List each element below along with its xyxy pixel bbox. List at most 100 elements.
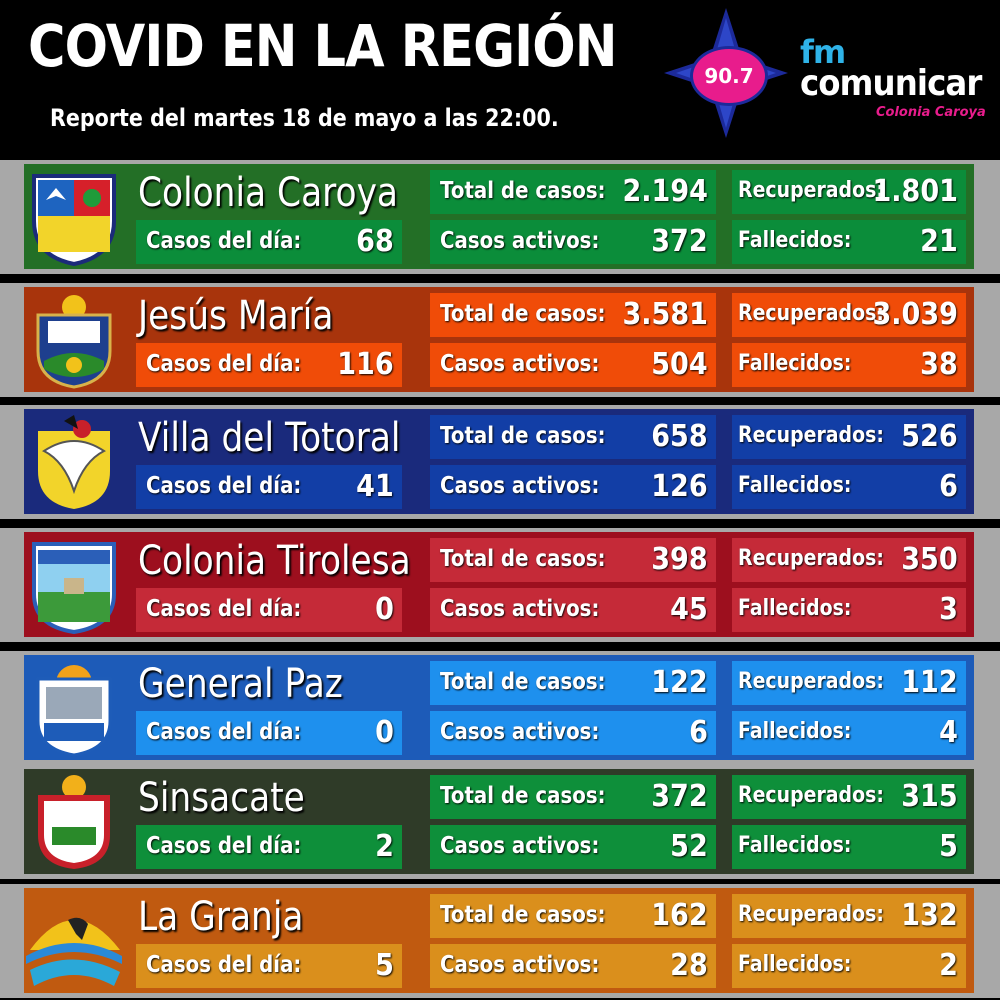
recovered-value: 315 (901, 779, 958, 814)
active-cases-value: 28 (670, 948, 708, 983)
total-cases-label: Total de casos: (440, 423, 606, 449)
daily-cases-label: Casos del día: (146, 596, 302, 622)
active-cases-box: Casos activos: 45 (430, 588, 716, 632)
deaths-label: Fallecidos: (738, 833, 852, 858)
deaths-value: 2 (939, 948, 958, 983)
municipal-crest-icon (38, 775, 110, 869)
region-row: Sinsacate Total de casos: 372 Recuperado… (0, 765, 1000, 879)
recovered-box: Recuperados: 3.039 (732, 293, 966, 337)
total-cases-box: Total de casos: 398 (430, 538, 716, 582)
recovered-value: 3.039 (872, 297, 958, 332)
recovered-label: Recuperados: (738, 669, 884, 694)
region-name: Colonia Caroya (138, 170, 399, 216)
active-cases-box: Casos activos: 28 (430, 944, 716, 988)
deaths-value: 5 (939, 829, 958, 864)
region-row: Colonia Tirolesa Total de casos: 398 Rec… (0, 528, 1000, 642)
daily-cases-value: 41 (356, 469, 394, 504)
total-cases-value: 398 (651, 542, 708, 577)
total-cases-label: Total de casos: (440, 301, 606, 327)
recovered-box: Recuperados: 350 (732, 538, 966, 582)
daily-cases-label: Casos del día: (146, 833, 302, 859)
daily-cases-value: 2 (375, 829, 394, 864)
report-subtitle: Reporte del martes 18 de mayo a las 22:0… (50, 104, 559, 132)
deaths-box: Fallecidos: 2 (732, 944, 966, 988)
daily-cases-value: 0 (375, 592, 394, 627)
total-cases-label: Total de casos: (440, 669, 606, 695)
deaths-box: Fallecidos: 38 (732, 343, 966, 387)
recovered-value: 132 (901, 898, 958, 933)
recovered-label: Recuperados: (738, 301, 884, 326)
total-cases-value: 658 (651, 419, 708, 454)
deaths-label: Fallecidos: (738, 596, 852, 621)
recovered-box: Recuperados: 526 (732, 415, 966, 459)
page-title: COVID EN LA REGIÓN (28, 12, 617, 80)
recovered-label: Recuperados: (738, 546, 884, 571)
total-cases-value: 162 (651, 898, 708, 933)
total-cases-value: 372 (651, 779, 708, 814)
recovered-label: Recuperados: (738, 423, 884, 448)
region-row: La Granja Total de casos: 162 Recuperado… (0, 884, 1000, 998)
region-band: Jesús María Total de casos: 3.581 Recupe… (24, 287, 974, 392)
active-cases-box: Casos activos: 6 (430, 711, 716, 755)
deaths-value: 3 (939, 592, 958, 627)
municipal-crest-icon (26, 917, 122, 986)
region-row: General Paz Total de casos: 122 Recupera… (0, 651, 1000, 765)
municipal-crest-icon (32, 542, 116, 634)
deaths-value: 38 (920, 347, 958, 382)
active-cases-box: Casos activos: 372 (430, 220, 716, 264)
active-cases-label: Casos activos: (440, 833, 600, 859)
municipal-crest-icon (32, 174, 116, 266)
daily-cases-box: Casos del día: 0 (136, 711, 402, 755)
active-cases-label: Casos activos: (440, 228, 600, 254)
daily-cases-box: Casos del día: 0 (136, 588, 402, 632)
recovered-label: Recuperados: (738, 783, 884, 808)
daily-cases-box: Casos del día: 116 (136, 343, 402, 387)
active-cases-label: Casos activos: (440, 952, 600, 978)
daily-cases-value: 0 (375, 715, 394, 750)
radio-frequency-badge: 90.7 (690, 46, 768, 106)
deaths-value: 21 (920, 224, 958, 259)
deaths-label: Fallecidos: (738, 952, 852, 977)
deaths-label: Fallecidos: (738, 473, 852, 498)
region-band: La Granja Total de casos: 162 Recuperado… (24, 888, 974, 993)
deaths-box: Fallecidos: 3 (732, 588, 966, 632)
municipal-crest-icon (38, 415, 110, 509)
daily-cases-label: Casos del día: (146, 952, 302, 978)
deaths-label: Fallecidos: (738, 719, 852, 744)
region-band: Villa del Totoral Total de casos: 658 Re… (24, 409, 974, 514)
header: COVID EN LA REGIÓN Reporte del martes 18… (0, 0, 1000, 155)
active-cases-value: 372 (651, 224, 708, 259)
brand-city: Colonia Caroya (876, 105, 986, 120)
active-cases-box: Casos activos: 52 (430, 825, 716, 869)
deaths-value: 6 (939, 469, 958, 504)
daily-cases-label: Casos del día: (146, 228, 302, 254)
total-cases-label: Total de casos: (440, 178, 606, 204)
daily-cases-box: Casos del día: 41 (136, 465, 402, 509)
region-row: Jesús María Total de casos: 3.581 Recupe… (0, 283, 1000, 397)
recovered-label: Recuperados: (738, 178, 884, 203)
active-cases-value: 52 (670, 829, 708, 864)
daily-cases-value: 68 (356, 224, 394, 259)
region-row: Villa del Totoral Total de casos: 658 Re… (0, 405, 1000, 519)
daily-cases-label: Casos del día: (146, 719, 302, 745)
recovered-value: 112 (901, 665, 958, 700)
active-cases-label: Casos activos: (440, 351, 600, 377)
total-cases-label: Total de casos: (440, 902, 606, 928)
daily-cases-box: Casos del día: 68 (136, 220, 402, 264)
deaths-box: Fallecidos: 6 (732, 465, 966, 509)
total-cases-value: 2.194 (622, 174, 708, 209)
recovered-label: Recuperados: (738, 902, 884, 927)
region-band: Sinsacate Total de casos: 372 Recuperado… (24, 769, 974, 874)
daily-cases-box: Casos del día: 5 (136, 944, 402, 988)
brand-name: comunicar (800, 63, 982, 104)
daily-cases-value: 5 (375, 948, 394, 983)
active-cases-label: Casos activos: (440, 473, 600, 499)
active-cases-value: 504 (651, 347, 708, 382)
total-cases-label: Total de casos: (440, 546, 606, 572)
region-row: Colonia Caroya Total de casos: 2.194 Rec… (0, 160, 1000, 274)
active-cases-box: Casos activos: 504 (430, 343, 716, 387)
total-cases-value: 122 (651, 665, 708, 700)
total-cases-box: Total de casos: 162 (430, 894, 716, 938)
municipal-crest-icon (36, 295, 112, 389)
region-band: Colonia Caroya Total de casos: 2.194 Rec… (24, 164, 974, 269)
